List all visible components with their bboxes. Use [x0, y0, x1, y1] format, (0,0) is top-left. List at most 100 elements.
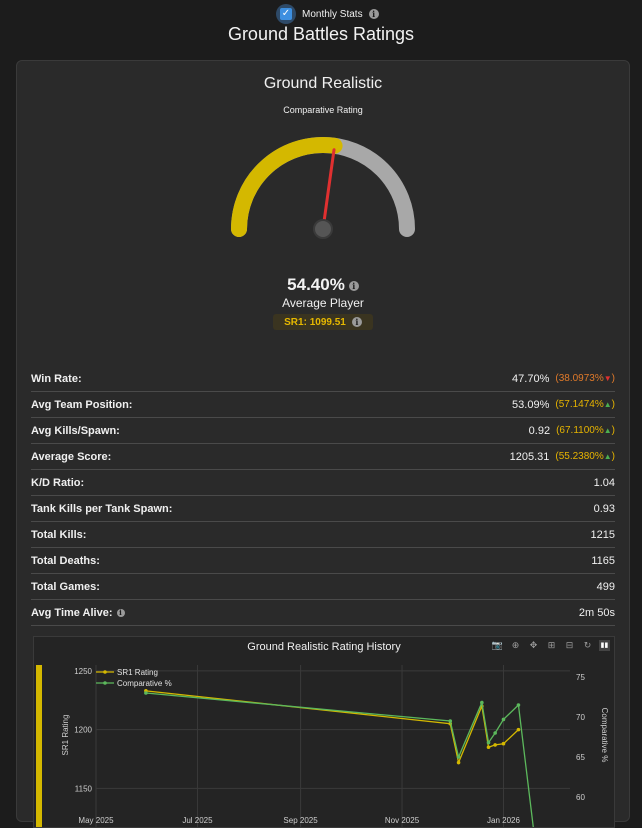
monthly-stats-checkbox[interactable]: ✓: [276, 4, 296, 24]
y-tick-label: 1200: [74, 726, 92, 735]
info-icon[interactable]: i: [351, 317, 362, 327]
legend-marker: [103, 670, 107, 674]
stat-value-group: 1165: [591, 555, 615, 567]
stat-value-group: 499: [597, 581, 615, 593]
stat-row: Avg Time Alive: i 2m 50s: [31, 600, 615, 626]
stat-label-text: Win Rate:: [31, 372, 82, 385]
stat-label-text: Avg Kills/Spawn:: [31, 424, 120, 437]
arrow-up-icon: ▲: [603, 400, 612, 409]
stat-row: Total Deaths: 1165: [31, 548, 615, 574]
arrow-up-icon: ▲: [603, 426, 612, 435]
player-class: Average Player: [282, 296, 364, 310]
stat-value: 2m 50s: [578, 606, 615, 619]
sr1-badge: SR1: 1099.51 i: [273, 314, 373, 330]
delta-close-paren: ): [611, 451, 615, 462]
stat-label: Win Rate:: [31, 373, 82, 385]
stat-label-text: Avg Team Position:: [31, 398, 133, 411]
series-point: [448, 719, 453, 723]
pan-icon[interactable]: ✥: [529, 640, 538, 650]
comparative-percent: 54.40% i: [17, 275, 629, 295]
checkmark-icon: ✓: [280, 8, 292, 20]
legend-label: SR1 Rating: [117, 668, 158, 677]
reset-axes-icon[interactable]: ↻: [583, 640, 592, 650]
stat-delta-text: (55.2380%: [555, 451, 604, 462]
stat-value-group: 0.93: [594, 503, 615, 515]
series-point: [493, 731, 497, 735]
series-point: [501, 741, 506, 746]
info-icon[interactable]: i: [368, 9, 379, 19]
side-indicator-bar: [36, 665, 42, 827]
stat-label: Avg Team Position:: [31, 399, 132, 411]
monthly-stats-toggle[interactable]: ✓ Monthly Stats i: [276, 4, 379, 24]
series-point: [144, 691, 148, 695]
stat-row: Average Score: 1205.31 (55.2380%▲): [31, 444, 615, 470]
stat-value-group: 53.09% (57.1474%▲): [512, 399, 615, 411]
series-point: [480, 700, 484, 705]
series-line: [145, 692, 534, 827]
stat-row: Avg Kills/Spawn: 0.92 (67.1100%▲): [31, 418, 615, 444]
stat-label-text: Total Games:: [31, 580, 100, 593]
stat-label-text: Total Deaths:: [31, 554, 100, 567]
stat-value-group: 47.70% (38.0973%▼): [512, 373, 615, 385]
x-tick-label: Jan 2026: [487, 816, 520, 825]
monthly-stats-label: Monthly Stats: [302, 8, 363, 20]
gauge-track: [231, 137, 415, 237]
delta-close-paren: ): [611, 373, 615, 384]
plotly-logo-icon[interactable]: ▮▮: [599, 640, 610, 651]
page-title: Ground Battles Ratings: [227, 24, 415, 44]
x-tick-label: Nov 2025: [385, 816, 420, 825]
series-point: [456, 760, 461, 765]
stat-value: 499: [596, 580, 615, 593]
zoom-in-icon[interactable]: ⊞: [547, 640, 556, 650]
y-axis-title: SR1 Rating: [61, 715, 70, 756]
legend-marker: [103, 681, 107, 685]
stat-delta: (67.1100%▲): [556, 425, 615, 436]
info-icon[interactable]: i: [116, 608, 125, 617]
stat-value: 1205.31: [509, 450, 550, 463]
x-tick-label: Jul 2025: [182, 816, 213, 825]
info-icon[interactable]: i: [348, 280, 359, 291]
series-line: [145, 690, 519, 765]
gauge-hub: [313, 219, 333, 239]
stat-label-text: Average Score:: [31, 450, 112, 463]
stat-row: Total Kills: 1215: [31, 522, 615, 548]
stats-table: Win Rate: 47.70% (38.0973%▼) Avg Team Posit…: [31, 366, 615, 626]
stat-row: K/D Ratio: 1.04: [31, 470, 615, 496]
y2-tick-label: 70: [576, 713, 585, 722]
stat-label: Total Deaths:: [31, 555, 100, 567]
sr1-value: SR1: 1099.51: [284, 316, 346, 328]
x-tick-label: May 2025: [78, 816, 114, 825]
series-point: [486, 740, 491, 745]
y2-tick-label: 60: [576, 793, 585, 802]
y-tick-label: 1250: [74, 667, 92, 676]
zoom-icon[interactable]: ⊕: [511, 640, 520, 650]
stat-value: 1.04: [593, 476, 615, 489]
ground-realistic-card: Ground Realistic Comparative Rating 54.4…: [16, 60, 630, 828]
x-tick-label: Sep 2025: [283, 816, 318, 825]
stat-label: Tank Kills per Tank Spawn:: [31, 503, 172, 515]
stat-label: K/D Ratio:: [31, 477, 84, 489]
stat-value-group: 1215: [591, 529, 615, 541]
stat-value-group: 1.04: [594, 477, 615, 489]
stat-label-text: Total Kills:: [31, 528, 87, 541]
gauge-label: Comparative Rating: [283, 105, 363, 115]
chart-plot[interactable]: May 2025 Jul 2025 Sep 2025 Nov 2025 Jan 2026…: [34, 637, 614, 827]
stat-label: Avg Time Alive: i: [31, 607, 125, 619]
series-point: [501, 717, 506, 722]
top-bar: ✓ Monthly Stats i Ground Battles Ratings: [0, 0, 642, 60]
arrow-up-icon: ▲: [603, 452, 612, 461]
zoom-out-icon[interactable]: ⊟: [565, 640, 574, 650]
stat-value-group: 0.92 (67.1100%▲): [529, 425, 615, 437]
gauge-needle: [321, 148, 336, 231]
stat-row: Avg Team Position: 53.09% (57.1474%▲): [31, 392, 615, 418]
stat-value-group: 1205.31 (55.2380%▲): [510, 451, 615, 463]
chart-title: Ground Realistic Rating History: [247, 641, 401, 653]
stat-delta: (38.0973%▼): [555, 373, 615, 384]
stat-delta-text: (67.1100%: [556, 425, 604, 436]
series-point: [493, 743, 497, 747]
stat-label-text: Avg Time Alive:: [31, 606, 113, 619]
stat-label: Total Kills:: [31, 529, 86, 541]
camera-icon[interactable]: 📷: [491, 640, 504, 650]
series-point: [516, 727, 521, 732]
delta-close-paren: ): [611, 399, 615, 410]
